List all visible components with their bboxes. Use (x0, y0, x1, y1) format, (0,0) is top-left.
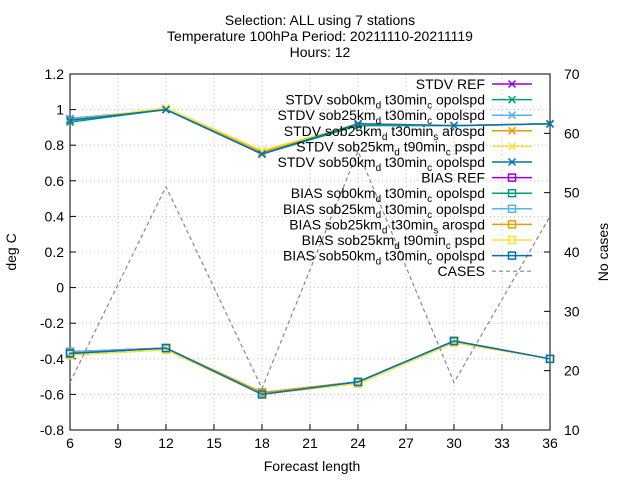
x-tick-label: 30 (446, 435, 462, 451)
legend-label: STDV sob50kmd t30minc opolspd (278, 154, 485, 174)
series-line (69, 108, 551, 155)
legend-label: BIAS sob25kmd t90minc pspd (302, 232, 485, 252)
series-line (69, 342, 551, 396)
data-point (161, 105, 171, 114)
y-tick-label: 1.2 (45, 66, 65, 82)
data-point (507, 79, 517, 89)
data-point (507, 126, 517, 135)
y2-tick-label: 30 (564, 303, 580, 319)
legend-label: STDV sob25kmd t30minc opolspd (278, 107, 485, 127)
x-tick-label: 33 (494, 435, 510, 451)
chart-title-line-1: Selection: ALL using 7 stations (224, 12, 416, 28)
data-point (507, 111, 517, 120)
y2-tick-label: 60 (564, 125, 580, 141)
y2-tick-label: 20 (564, 363, 580, 379)
data-point (65, 114, 75, 123)
legend-label: BIAS sob25kmd t30mins arospd (289, 216, 485, 236)
y-tick-label: 0.6 (45, 173, 65, 189)
legend-label: STDV sob0kmd t30minc opolspd (285, 92, 485, 112)
legend-label: BIAS REF (421, 170, 485, 186)
x-tick-label: 36 (542, 435, 558, 451)
x-tick-label: 15 (206, 435, 222, 451)
y-tick-label: -0.2 (40, 315, 64, 331)
y-axis-label: deg C (3, 233, 19, 270)
x-tick-label: 6 (66, 435, 74, 451)
legend-label: BIAS sob50kmd t30minc opolspd (283, 248, 485, 268)
series-group (65, 105, 555, 159)
series-group (65, 336, 555, 399)
data-point (353, 119, 363, 128)
x-axis-label: Forecast length (264, 458, 361, 474)
y-tick-label: 1 (56, 102, 64, 118)
legend-label: STDV sob25kmd t90minc pspd (296, 138, 485, 158)
data-point (161, 343, 171, 353)
legend-label: BIAS sob0kmd t30minc opolspd (291, 185, 485, 205)
chart-title-line-3: Hours: 12 (289, 44, 351, 60)
x-tick-label: 21 (302, 435, 318, 451)
data-point (507, 95, 517, 104)
series-line (69, 340, 551, 396)
data-point (353, 377, 363, 387)
y-tick-label: -0.6 (40, 386, 64, 402)
y2-tick-label: 40 (564, 244, 580, 260)
data-point (507, 251, 517, 260)
y-tick-label: 0.4 (45, 208, 65, 224)
data-point (507, 173, 517, 182)
series-layer (65, 103, 555, 399)
y-tick-label: 0.8 (45, 137, 65, 153)
y2-tick-label: 70 (564, 66, 580, 82)
y2-axis-label: No cases (595, 223, 611, 281)
x-tick-label: 9 (114, 435, 122, 451)
y-tick-label: 0 (56, 280, 64, 296)
x-tick-label: 18 (254, 435, 270, 451)
data-point (507, 188, 517, 198)
data-point (545, 354, 555, 364)
y-tick-label: -0.8 (40, 422, 64, 438)
x-tick-label: 24 (350, 435, 366, 451)
data-point (507, 235, 517, 245)
data-point (507, 204, 517, 214)
y-axis-ticks: -0.8 -0.6 -0.4 -0.2 0 0.2 0.4 0.6 0.8 1 1.2 (40, 66, 76, 438)
data-point (257, 390, 267, 399)
data-point (507, 142, 517, 151)
y-tick-label: 0.2 (45, 244, 65, 260)
x-tick-label: 12 (158, 435, 174, 451)
y2-tick-label: 50 (564, 185, 580, 201)
data-point (449, 121, 459, 130)
x-axis-ticks: 6 9 12 15 18 21 24 27 30 33 36 (66, 424, 558, 451)
series-group (69, 149, 551, 390)
data-point (449, 336, 459, 346)
y-tick-label: -0.4 (40, 351, 64, 367)
y2-axis-ticks: 10 20 30 40 50 60 70 (544, 66, 580, 438)
data-point (257, 150, 267, 159)
data-point (507, 220, 517, 229)
data-point (65, 116, 75, 125)
series-group (65, 338, 555, 399)
data-point (545, 119, 555, 128)
data-point (507, 157, 517, 167)
legend-label: STDV REF (416, 76, 485, 92)
series-line (69, 149, 551, 390)
data-point (65, 349, 75, 358)
chart-title-line-2: Temperature 100hPa Period: 20211110-2021… (167, 28, 473, 44)
x-tick-label: 27 (398, 435, 414, 451)
legend-label: BIAS sob25kmd t30minc opolspd (283, 201, 485, 221)
y2-tick-label: 10 (564, 422, 580, 438)
legend-label: CASES (438, 263, 485, 279)
legend-label: STDV sob25kmd t30mins arospd (284, 123, 485, 143)
